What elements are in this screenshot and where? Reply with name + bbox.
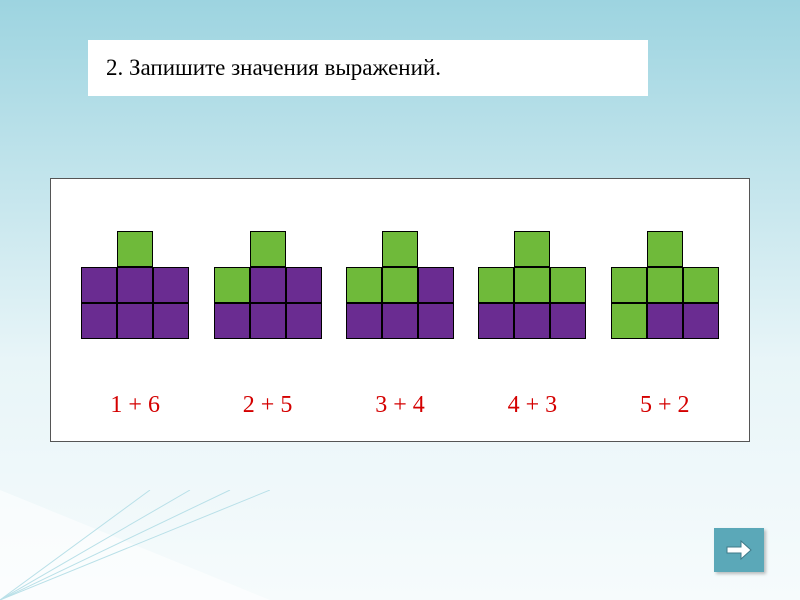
cell bbox=[81, 303, 117, 339]
cell bbox=[81, 267, 117, 303]
arrow-right-icon bbox=[725, 538, 753, 562]
cell bbox=[550, 303, 586, 339]
next-button[interactable] bbox=[714, 528, 764, 572]
cell bbox=[514, 231, 550, 267]
cell bbox=[382, 231, 418, 267]
figure-4 bbox=[478, 231, 586, 339]
cell bbox=[117, 267, 153, 303]
cell bbox=[514, 303, 550, 339]
cell bbox=[611, 303, 647, 339]
cell bbox=[647, 303, 683, 339]
cell bbox=[514, 267, 550, 303]
cell bbox=[346, 303, 382, 339]
cell bbox=[478, 303, 514, 339]
cell bbox=[250, 231, 286, 267]
figure-1 bbox=[81, 231, 189, 339]
cell bbox=[683, 267, 719, 303]
cell bbox=[418, 303, 454, 339]
cell bbox=[286, 267, 322, 303]
cell bbox=[153, 303, 189, 339]
corner-decoration bbox=[0, 490, 270, 600]
figure-3 bbox=[346, 231, 454, 339]
expression-label-5: 5 + 2 bbox=[611, 392, 719, 419]
cell bbox=[286, 303, 322, 339]
cell bbox=[382, 267, 418, 303]
cell bbox=[250, 303, 286, 339]
title-box: 2. Запишите значения выражений. bbox=[88, 40, 648, 96]
figure-5 bbox=[611, 231, 719, 339]
expression-label-1: 1 + 6 bbox=[81, 392, 189, 419]
cell bbox=[214, 303, 250, 339]
labels-row: 1 + 6 2 + 5 3 + 4 4 + 3 5 + 2 bbox=[51, 392, 749, 419]
content-box: 1 + 6 2 + 5 3 + 4 4 + 3 5 + 2 bbox=[50, 178, 750, 442]
cell bbox=[346, 267, 382, 303]
title-text: 2. Запишите значения выражений. bbox=[106, 55, 441, 81]
expression-label-2: 2 + 5 bbox=[214, 392, 322, 419]
cell bbox=[117, 231, 153, 267]
cell bbox=[647, 267, 683, 303]
slide: 2. Запишите значения выражений. 1 + 6 2 +… bbox=[0, 0, 800, 600]
cell bbox=[117, 303, 153, 339]
expression-label-4: 4 + 3 bbox=[478, 392, 586, 419]
cell bbox=[382, 303, 418, 339]
figures-row bbox=[51, 219, 749, 339]
cell bbox=[647, 231, 683, 267]
expression-label-3: 3 + 4 bbox=[346, 392, 454, 419]
figure-2 bbox=[214, 231, 322, 339]
cell bbox=[214, 267, 250, 303]
cell bbox=[153, 267, 189, 303]
cell bbox=[478, 267, 514, 303]
cell bbox=[418, 267, 454, 303]
cell bbox=[550, 267, 586, 303]
cell bbox=[683, 303, 719, 339]
cell bbox=[250, 267, 286, 303]
cell bbox=[611, 267, 647, 303]
